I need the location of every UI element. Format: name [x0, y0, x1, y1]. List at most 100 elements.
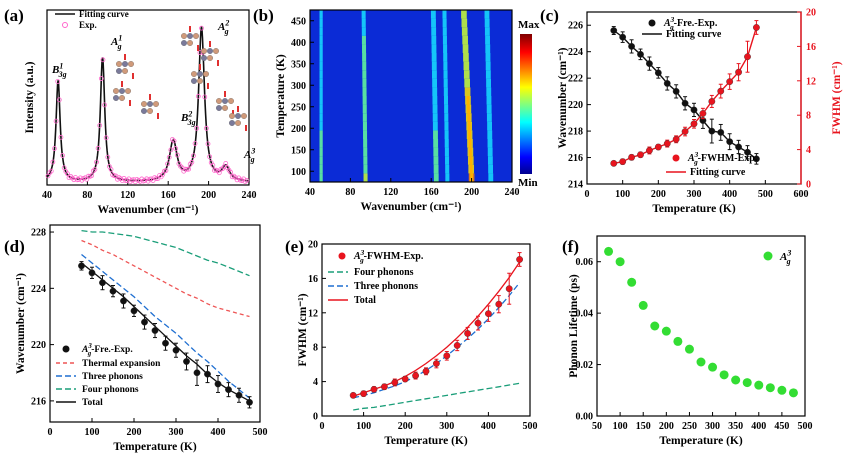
- y2-tick-label: 0: [806, 180, 811, 191]
- exp-point: [443, 352, 451, 360]
- wavenumber-fit-line: [613, 29, 757, 160]
- legend-label: A3 g: [779, 249, 791, 266]
- panel-label-f: (f): [562, 237, 579, 256]
- displacement-arrow: [124, 54, 126, 60]
- displacement-arrow: [224, 91, 226, 97]
- exp-point: [102, 102, 107, 108]
- wavenumber-point: [663, 80, 671, 87]
- fwhm-point: [663, 140, 671, 147]
- y2-tick-label: 20: [806, 8, 816, 19]
- heatmap-ridge: [363, 164, 368, 174]
- exp-point: [58, 134, 64, 140]
- x-tick-label: 240: [242, 190, 257, 201]
- heatmap-ridge: [431, 35, 437, 45]
- exp-point: [100, 57, 106, 63]
- heatmap-ridge: [362, 61, 367, 71]
- heatmap-hot-core: [468, 139, 472, 148]
- x-tick-label: 500: [523, 421, 538, 432]
- heatmap-ridge: [443, 61, 448, 71]
- x-tick-label: 120: [383, 187, 398, 198]
- exp-point: [412, 372, 419, 379]
- x-tick-label: 150: [636, 421, 651, 432]
- exp-point: [141, 318, 148, 326]
- atom-glyph: [119, 88, 125, 94]
- legend-label: Thermal expansion: [82, 359, 161, 369]
- x-axis-label: Wavenumber (cm⁻¹): [361, 201, 462, 213]
- exp-point: [89, 173, 95, 179]
- atom-glyph: [241, 113, 247, 119]
- displacement-arrow: [132, 73, 134, 79]
- plot-frame: [46, 9, 250, 186]
- x-tick-label: 300: [705, 421, 720, 432]
- atom-glyph: [147, 101, 153, 107]
- exp-point: [228, 169, 234, 175]
- heatmap-ridge: [486, 78, 491, 88]
- exp-point: [464, 330, 471, 337]
- y-tick-label: 150: [291, 145, 306, 156]
- model-line: [353, 282, 521, 399]
- y2-tick-label: 16: [806, 42, 816, 53]
- atom-glyph: [197, 71, 203, 77]
- heatmap-ridge: [443, 70, 448, 79]
- exp-point: [183, 358, 190, 365]
- exp-point: [189, 159, 195, 165]
- heatmap-ridge: [487, 156, 493, 165]
- x-tick-label: 350: [728, 421, 743, 432]
- x-tick-label: 100: [615, 189, 630, 200]
- exp-point: [92, 167, 98, 172]
- atom-glyph: [187, 33, 193, 39]
- exp-point: [207, 154, 213, 160]
- heatmap-ridge: [462, 35, 468, 45]
- model-line: [81, 239, 250, 318]
- fwhm-point: [690, 120, 698, 128]
- lifetime-point: [615, 257, 625, 267]
- heatmap-ridge: [433, 164, 439, 174]
- x-axis-label: Temperature (K): [384, 435, 468, 447]
- legend-label: Four phonons: [354, 267, 414, 278]
- x-tick-label: 450: [774, 421, 789, 432]
- heatmap-hot-core: [467, 121, 471, 131]
- y-tick-label: 100: [291, 167, 306, 178]
- heatmap-ridge: [443, 78, 448, 88]
- heatmap-ridge: [433, 173, 439, 182]
- exp-point: [103, 135, 109, 141]
- heatmap-ridge: [362, 44, 367, 53]
- atom-glyph: [181, 33, 187, 39]
- legend-label: Total: [354, 295, 376, 306]
- exp-point: [191, 153, 196, 159]
- legend-label: Three phonons: [354, 281, 418, 292]
- heatmap-ridge: [442, 10, 447, 19]
- heatmap-ridge: [433, 130, 438, 139]
- y2-tick-label: 8: [806, 111, 811, 122]
- x-tick-label: 120: [120, 190, 135, 201]
- exp-point: [120, 297, 127, 305]
- wavenumber-point: [637, 50, 644, 58]
- exp-point: [163, 168, 169, 173]
- heatmap-ridge: [362, 70, 367, 79]
- y-axis-label: Temperature (K): [275, 54, 287, 138]
- chart-a: 40 80 120 160 200 240 Wavenumber (cm⁻¹) Intensi…: [24, 9, 257, 216]
- x-axis-label: Temperature (K): [113, 441, 197, 453]
- exp-point: [109, 287, 117, 295]
- heatmap-hot-core: [468, 147, 472, 157]
- x-tick-label: 200: [201, 190, 216, 201]
- heatmap-ridge: [487, 147, 493, 157]
- lifetime-point: [673, 336, 683, 346]
- y-tick-label: 200: [291, 124, 306, 135]
- legend-label: Total: [82, 398, 103, 408]
- y-axis-label: Phonon Lifetime (ps): [568, 274, 580, 378]
- atom-glyph: [216, 98, 222, 104]
- heatmap-hot-core: [467, 113, 471, 122]
- exp-point: [370, 385, 378, 393]
- lifetime-point: [788, 388, 798, 398]
- exp-point: [65, 171, 70, 177]
- heatmap-ridge: [442, 35, 447, 45]
- heatmap-ridge: [486, 96, 492, 105]
- heatmap-ridge: [463, 53, 469, 62]
- y2-tick-label: 12: [806, 76, 816, 87]
- x-tick-label: 300: [687, 189, 702, 200]
- heatmap-ridge: [443, 44, 448, 53]
- exp-point: [349, 391, 357, 399]
- y-tick-label: 228: [31, 228, 46, 239]
- heatmap-ridge: [319, 44, 323, 53]
